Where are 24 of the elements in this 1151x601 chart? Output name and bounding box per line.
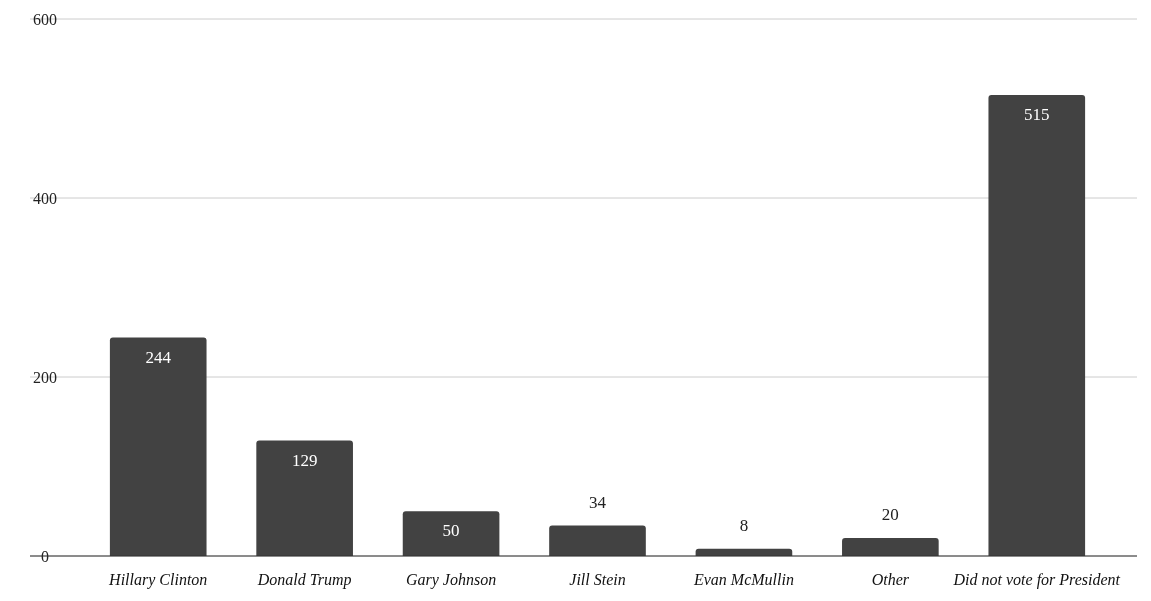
bar — [109, 337, 207, 556]
data-label: 244 — [145, 347, 172, 367]
bar — [256, 440, 353, 556]
y-tick-label: 400 — [33, 189, 57, 207]
bar — [988, 95, 1086, 556]
x-tick-label: Other — [871, 571, 910, 589]
data-label: 515 — [1024, 105, 1050, 125]
y-tick-label: 600 — [33, 10, 57, 28]
bar — [549, 525, 646, 556]
bar — [402, 511, 500, 556]
data-label: 20 — [881, 505, 899, 525]
bar — [842, 538, 939, 556]
data-label: 129 — [291, 450, 318, 470]
data-label: 50 — [442, 521, 460, 541]
x-tick-label: Donald Trump — [256, 571, 352, 590]
x-tick-label: Hillary Clinton — [108, 571, 208, 590]
data-label: 34 — [589, 492, 607, 512]
y-tick-label: 0 — [41, 547, 49, 565]
data-label: 8 — [739, 515, 749, 535]
x-tick-label: Gary Johnson — [405, 571, 497, 590]
y-tick-label: 200 — [33, 368, 57, 386]
x-tick-label: Jill Stein — [569, 571, 626, 589]
x-tick-label: Evan McMullin — [692, 571, 794, 589]
x-tick-label: Did not vote for President — [952, 571, 1121, 590]
